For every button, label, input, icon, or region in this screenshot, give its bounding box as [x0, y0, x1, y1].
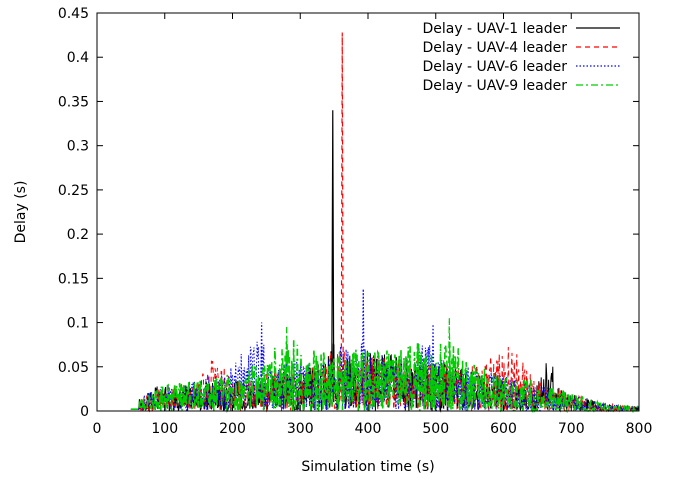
legend-label: Delay - UAV-6 leader: [422, 59, 567, 75]
x-axis-label: Simulation time (s): [301, 459, 434, 475]
series-spike-3: [260, 322, 264, 403]
series-line-4: [130, 340, 640, 414]
series-spike-4: [285, 326, 289, 403]
x-tick-label: 100: [151, 421, 178, 437]
x-tick-label: 600: [490, 421, 517, 437]
series-spike-1: [331, 110, 335, 403]
x-tick-label: 0: [93, 421, 102, 437]
y-tick-label: 0.2: [67, 227, 89, 243]
y-axis-label: Delay (s): [13, 181, 29, 244]
legend-label: Delay - UAV-4 leader: [422, 40, 567, 56]
axis-ticks: 0 100 200 300 400 500 600 700 800 0 0.05 0.1 0.15 0.2…: [58, 6, 653, 437]
x-tick-label: 300: [287, 421, 314, 437]
x-tick-label: 700: [558, 421, 585, 437]
y-tick-label: 0.05: [58, 360, 89, 376]
series-spike-2: [340, 32, 344, 403]
trace-layer: [130, 32, 640, 414]
y-tick-label: 0.4: [67, 50, 89, 66]
series-spike-4: [447, 318, 451, 403]
y-tick-label: 0.1: [67, 316, 89, 332]
x-tick-label: 800: [626, 421, 653, 437]
x-tick-label: 200: [219, 421, 246, 437]
legend-label: Delay - UAV-9 leader: [422, 78, 567, 94]
series-line-2: [130, 346, 640, 413]
y-tick-label: 0.45: [58, 6, 89, 22]
y-tick-label: 0.3: [67, 139, 89, 155]
legend-label: Delay - UAV-1 leader: [422, 21, 567, 37]
legend: Delay - UAV-1 leader Delay - UAV-4 leader…: [422, 21, 620, 94]
x-tick-label: 400: [355, 421, 382, 437]
y-tick-label: 0: [80, 404, 89, 420]
x-tick-label: 500: [422, 421, 449, 437]
y-tick-label: 0.25: [58, 183, 89, 199]
y-tick-label: 0.35: [58, 94, 89, 110]
y-tick-label: 0.15: [58, 271, 89, 287]
series-spike-3: [361, 288, 365, 403]
